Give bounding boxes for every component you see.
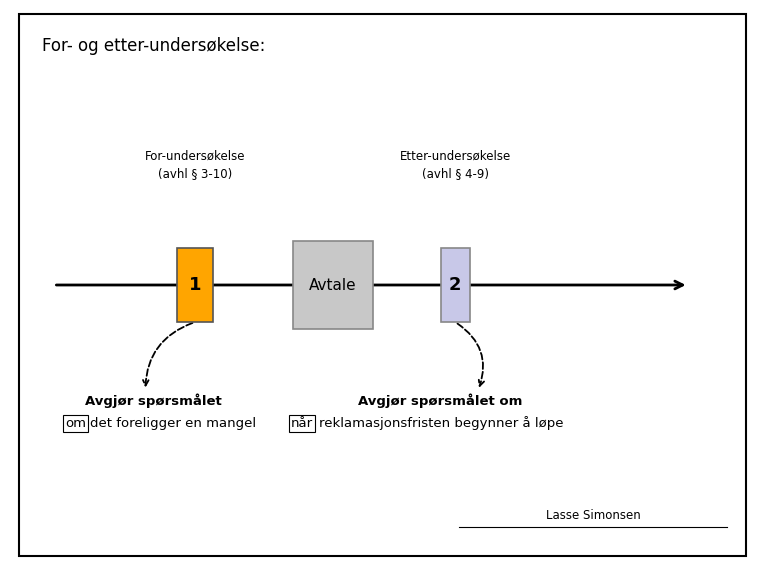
Text: det foreligger en mangel: det foreligger en mangel bbox=[90, 417, 256, 430]
FancyBboxPatch shape bbox=[177, 248, 213, 322]
Text: Avgjør spørsmålet: Avgjør spørsmålet bbox=[85, 393, 221, 408]
Text: For- og etter-undersøkelse:: For- og etter-undersøkelse: bbox=[42, 37, 265, 55]
FancyBboxPatch shape bbox=[441, 248, 470, 322]
Text: 1: 1 bbox=[189, 276, 201, 294]
Text: 2: 2 bbox=[449, 276, 461, 294]
Text: Etter-undersøkelse
(avhl § 4-9): Etter-undersøkelse (avhl § 4-9) bbox=[399, 149, 511, 180]
FancyBboxPatch shape bbox=[292, 241, 373, 329]
Text: når: når bbox=[291, 417, 313, 430]
Text: Avgjør spørsmålet om: Avgjør spørsmålet om bbox=[358, 393, 522, 408]
Text: om: om bbox=[65, 417, 86, 430]
Text: For-undersøkelse
(avhl § 3-10): For-undersøkelse (avhl § 3-10) bbox=[145, 149, 246, 180]
Text: Lasse Simonsen: Lasse Simonsen bbox=[545, 508, 640, 522]
Text: Avtale: Avtale bbox=[309, 278, 356, 292]
Text: reklamasjonsfristen begynner å løpe: reklamasjonsfristen begynner å løpe bbox=[319, 416, 564, 430]
